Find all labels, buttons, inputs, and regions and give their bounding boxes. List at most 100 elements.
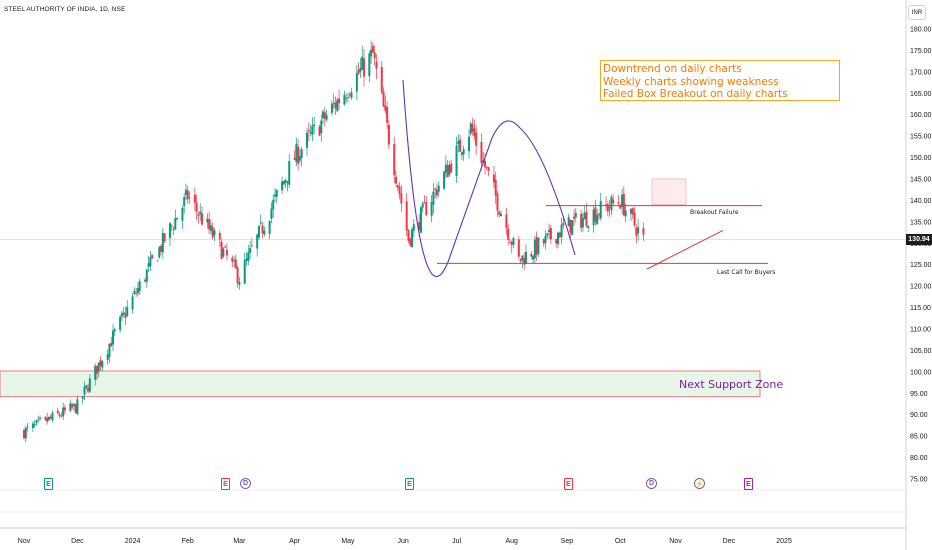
candle-body — [183, 196, 186, 207]
candle-body — [557, 232, 559, 245]
candle-body — [156, 260, 159, 262]
y-tick-label: 80.00 — [910, 455, 928, 462]
candle-body — [633, 212, 636, 226]
candle-body — [270, 208, 273, 219]
breakout-failure-label: Breakout Failure — [690, 209, 739, 216]
candle-body — [311, 125, 314, 135]
candle-body — [259, 222, 262, 224]
text-note[interactable]: Downtrend on daily charts Weekly charts … — [600, 60, 840, 101]
candle-body — [256, 234, 259, 249]
candle-body — [323, 112, 326, 119]
y-tick-label: 175.00 — [910, 48, 932, 55]
candle-body — [425, 202, 428, 216]
candle-body — [334, 102, 337, 109]
y-tick-label: 145.00 — [910, 177, 932, 184]
earnings-event-icon[interactable]: E — [221, 478, 230, 490]
candle-body — [642, 228, 645, 235]
candle-body — [567, 217, 570, 227]
candle-body — [58, 414, 61, 416]
candle-body — [245, 258, 248, 261]
candle-body — [508, 242, 511, 244]
candle-body — [594, 207, 597, 222]
candle-body — [597, 213, 600, 216]
candle-body — [261, 225, 264, 234]
candle-body — [213, 230, 216, 236]
candle-body — [144, 279, 147, 282]
y-tick-label: 135.00 — [910, 219, 932, 226]
candle-body — [76, 399, 79, 415]
candle-body — [400, 193, 403, 204]
x-tick-label: Mar — [233, 538, 246, 545]
candle-body — [249, 248, 252, 253]
candle-body — [208, 219, 211, 230]
x-tick-label: Nov — [669, 538, 682, 545]
candle-body — [101, 361, 104, 368]
candle-body — [370, 49, 373, 57]
candle-body — [386, 107, 389, 123]
candle-body — [136, 287, 139, 294]
candle-body — [355, 73, 358, 92]
dividend-event-icon[interactable]: D — [646, 478, 657, 489]
candle-body — [418, 221, 421, 230]
candle-body — [443, 171, 446, 189]
candle-body — [243, 260, 246, 284]
candle-body — [295, 144, 298, 163]
x-tick-label: Nov — [18, 538, 31, 545]
candle-body — [206, 218, 209, 223]
candle-body — [288, 161, 291, 185]
price-axis: 75.00 80.00 85.00 90.00 95.00 100.00 105.00 110… — [905, 0, 932, 550]
candle-body — [569, 219, 572, 233]
candle-body — [468, 136, 470, 152]
candle-body — [81, 396, 84, 399]
candle-body — [475, 132, 478, 146]
candle-body — [619, 205, 622, 209]
candle-body — [338, 98, 341, 104]
candle-body — [459, 139, 462, 152]
candle-body — [537, 237, 540, 254]
candle-body — [199, 211, 202, 215]
currency-button[interactable]: INR — [908, 5, 926, 20]
earnings-event-icon[interactable]: E — [405, 478, 414, 490]
split-event-icon[interactable]: ⚡ — [694, 478, 705, 489]
candle-body — [596, 214, 599, 225]
earnings-event-icon[interactable]: E — [744, 478, 753, 490]
candle-body — [457, 140, 460, 145]
candle-body — [622, 193, 625, 216]
candle-body — [384, 105, 387, 111]
candle-body — [560, 224, 563, 238]
dividend-event-icon[interactable]: D — [240, 478, 251, 489]
earnings-event-icon[interactable]: E — [44, 478, 53, 490]
candle-body — [60, 415, 63, 417]
x-tick-label: Apr — [289, 538, 301, 545]
candle-body — [380, 67, 383, 93]
candle-body — [524, 251, 527, 264]
candle-body — [510, 241, 513, 246]
x-tick-label: 2025 — [776, 538, 792, 545]
x-tick-label: Dec — [71, 538, 84, 545]
candle-body — [455, 145, 458, 176]
candle-body — [168, 223, 171, 239]
candle-body — [346, 97, 349, 99]
y-tick-label: 180.00 — [910, 27, 932, 34]
candle-body — [562, 222, 565, 226]
x-tick-label: Feb — [182, 538, 194, 545]
candle-body — [163, 233, 166, 242]
candle-body — [542, 239, 545, 244]
candle-body — [31, 423, 34, 428]
x-tick-label: Jun — [397, 538, 408, 545]
candle-body — [535, 237, 538, 255]
candle-body — [174, 218, 177, 230]
candle-body — [33, 424, 36, 426]
x-tick-label: Aug — [505, 538, 518, 545]
candle-body — [188, 197, 191, 199]
candle-body — [85, 385, 88, 388]
earnings-event-icon[interactable]: E — [564, 478, 573, 490]
candle-body — [233, 260, 236, 262]
candle-body — [444, 164, 447, 174]
candle-body — [49, 416, 52, 419]
candle-body — [94, 365, 97, 380]
candle-body — [281, 181, 284, 191]
candle-body — [161, 232, 164, 253]
candle-body — [573, 216, 576, 219]
